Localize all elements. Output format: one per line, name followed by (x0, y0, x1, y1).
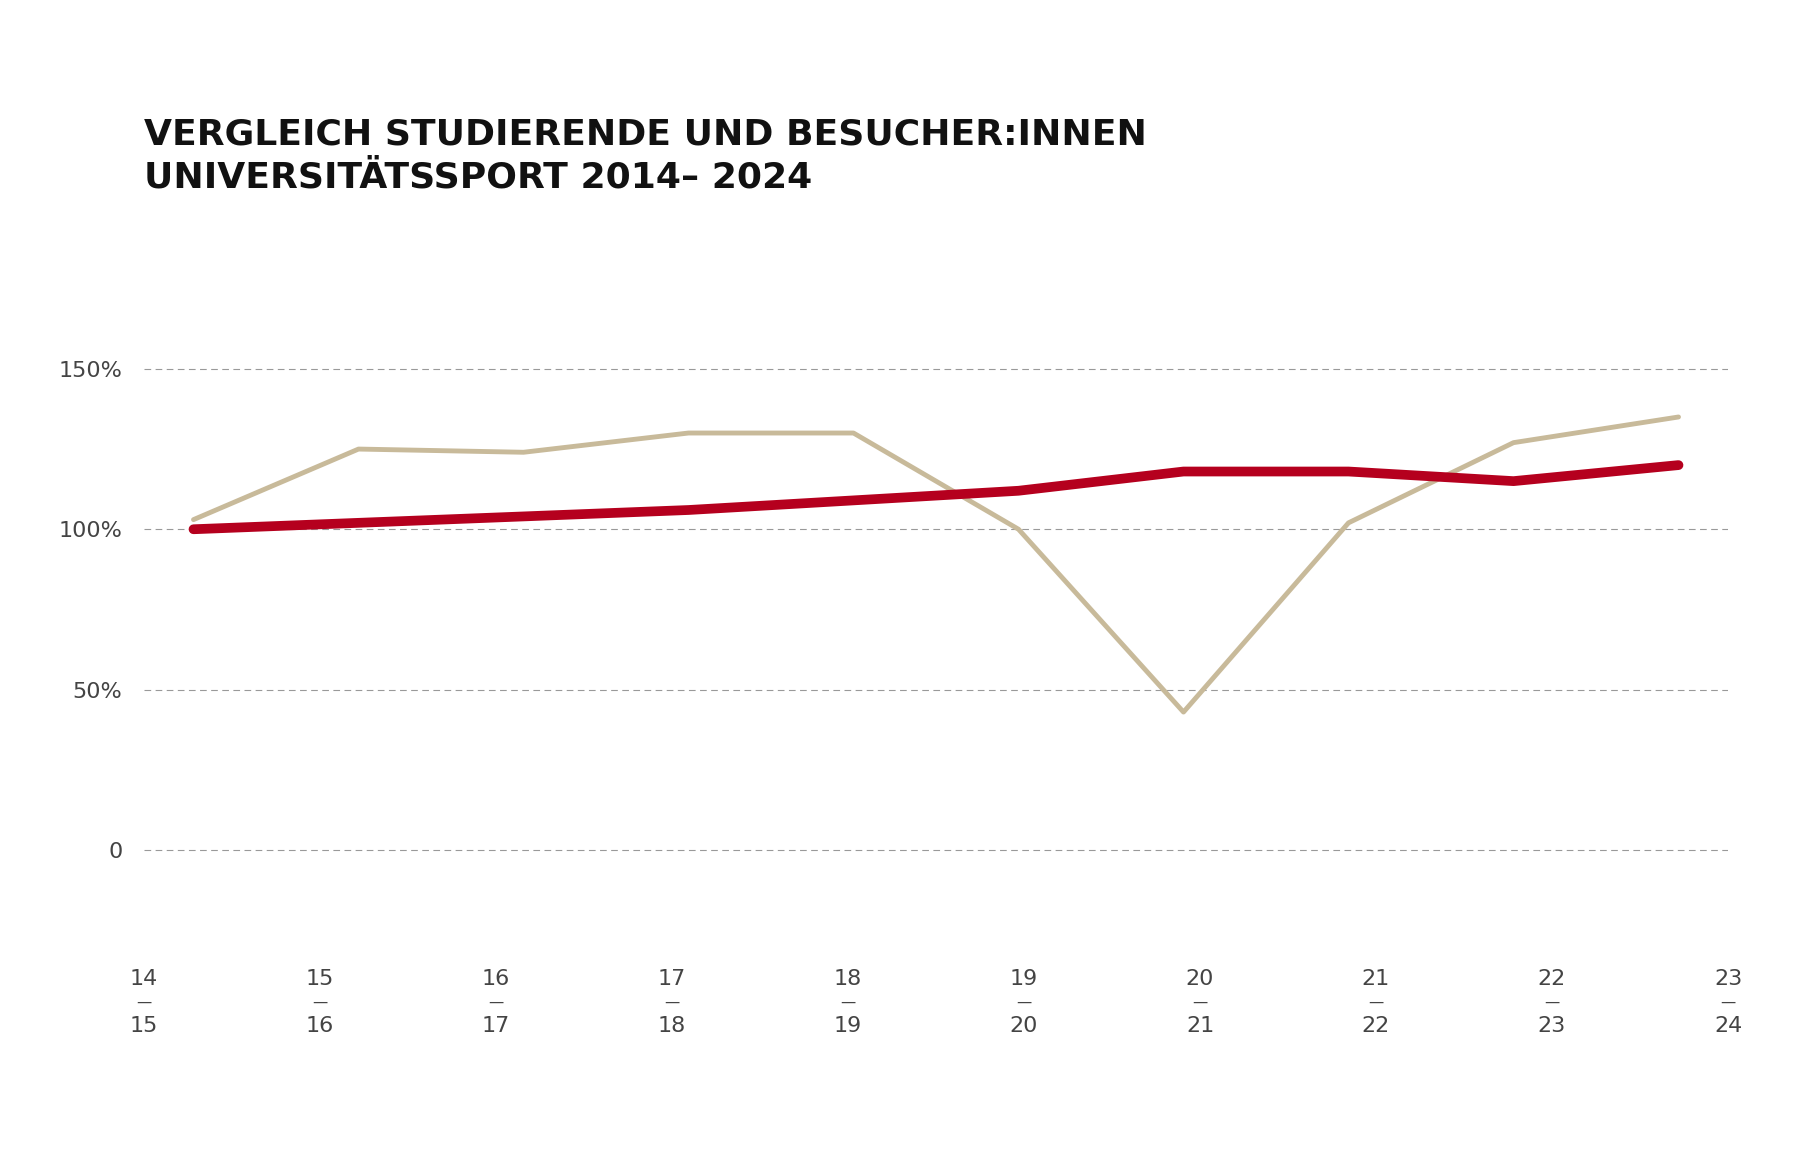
Text: 19: 19 (833, 1015, 862, 1036)
Text: 16: 16 (482, 968, 509, 989)
Text: 17: 17 (482, 1015, 509, 1036)
Text: —: — (1721, 995, 1735, 1009)
Text: 16: 16 (306, 1015, 335, 1036)
Text: 20: 20 (1186, 968, 1215, 989)
Text: 21: 21 (1363, 968, 1390, 989)
Text: —: — (313, 995, 328, 1009)
Text: 20: 20 (1010, 1015, 1039, 1036)
Text: —: — (1544, 995, 1559, 1009)
Text: 18: 18 (657, 1015, 686, 1036)
Text: —: — (841, 995, 855, 1009)
Text: —: — (137, 995, 151, 1009)
Text: —: — (1017, 995, 1031, 1009)
Text: 14: 14 (130, 968, 158, 989)
Text: VERGLEICH STUDIERENDE UND BESUCHER:INNEN
UNIVERSITÄTSSPORT 2014– 2024: VERGLEICH STUDIERENDE UND BESUCHER:INNEN… (144, 117, 1147, 195)
Text: —: — (1192, 995, 1208, 1009)
Text: 18: 18 (833, 968, 862, 989)
Text: 23: 23 (1714, 968, 1742, 989)
Text: 15: 15 (306, 968, 335, 989)
Text: 17: 17 (657, 968, 686, 989)
Text: 15: 15 (130, 1015, 158, 1036)
Text: —: — (488, 995, 504, 1009)
Text: 22: 22 (1363, 1015, 1390, 1036)
Text: 21: 21 (1186, 1015, 1215, 1036)
Text: 19: 19 (1010, 968, 1039, 989)
Text: —: — (664, 995, 680, 1009)
Text: —: — (1368, 995, 1384, 1009)
Text: 22: 22 (1537, 968, 1566, 989)
Text: 24: 24 (1714, 1015, 1742, 1036)
Text: 23: 23 (1537, 1015, 1566, 1036)
